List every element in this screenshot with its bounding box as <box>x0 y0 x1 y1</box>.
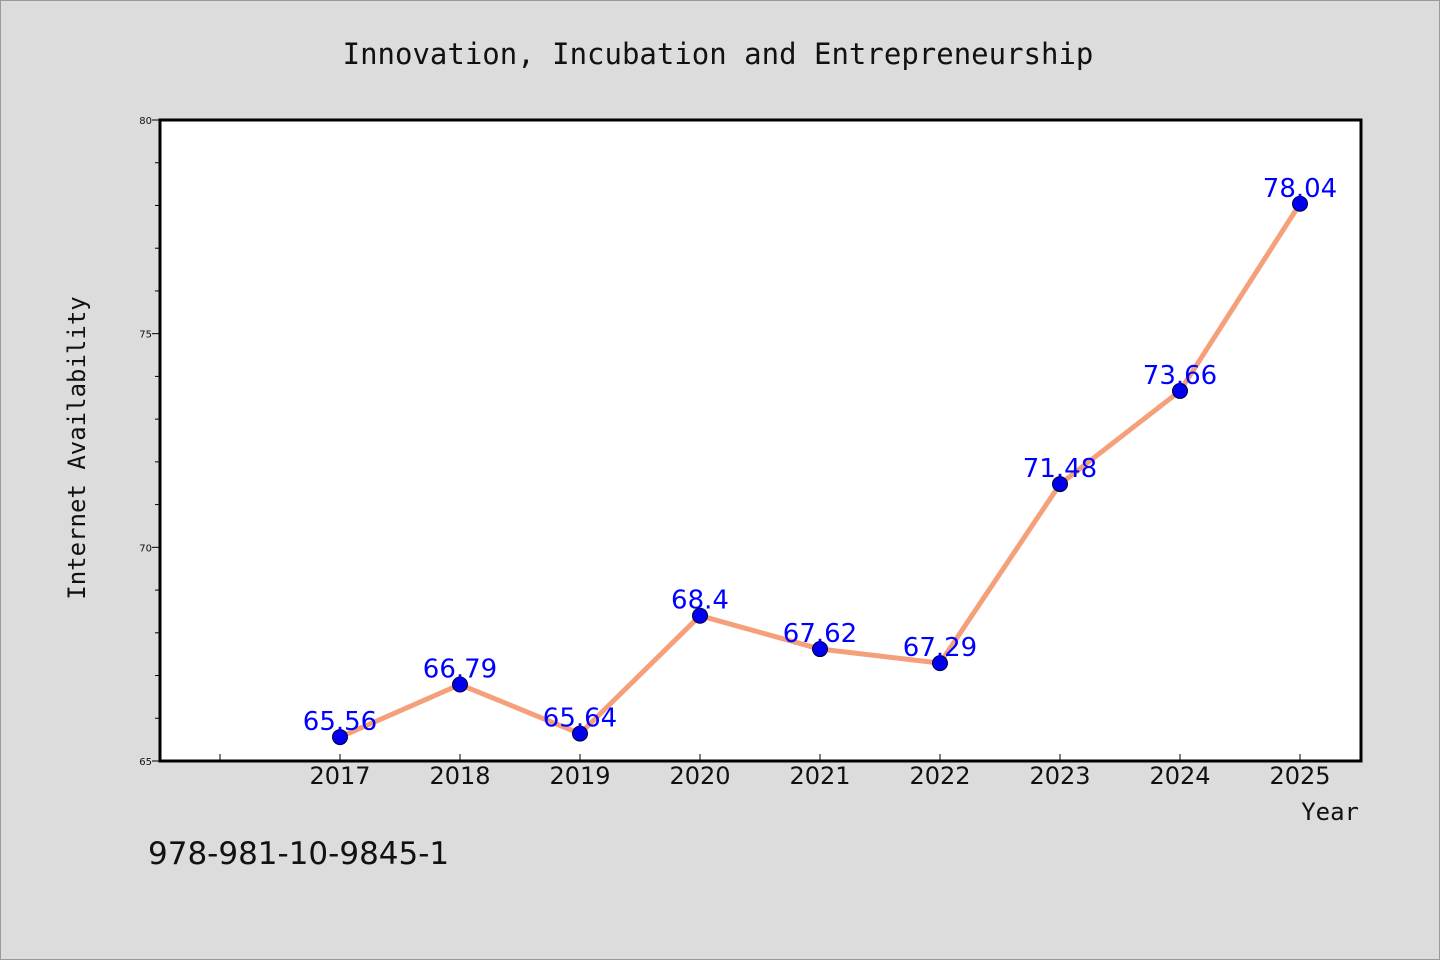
data-label: 68.4 <box>671 586 729 616</box>
y-tick-label: 75 <box>139 330 152 341</box>
plot-area <box>160 120 1361 761</box>
data-point <box>1172 382 1188 399</box>
data-label: 73.66 <box>1143 361 1217 391</box>
data-point <box>692 607 708 624</box>
plot-frame <box>158 118 1363 763</box>
data-point <box>932 655 948 672</box>
series-layer: 65.56 66.79 65.64 68.4 67.62 67.29 71.48 73.66 7… <box>303 174 1337 746</box>
x-tick-label: 2021 <box>789 762 850 790</box>
data-point <box>812 641 828 658</box>
data-label: 67.29 <box>903 633 977 663</box>
x-axis-label: Year <box>1301 798 1359 826</box>
y-axis-label: Internet Availability <box>63 296 91 599</box>
x-tick-label: 2023 <box>1029 762 1090 790</box>
chart-title: Innovation, Incubation and Entrepreneurs… <box>343 37 1094 71</box>
x-tick-label: 2018 <box>429 762 490 790</box>
data-point <box>452 676 468 693</box>
data-point <box>1052 476 1068 493</box>
data-label: 71.48 <box>1023 454 1097 484</box>
data-point <box>572 725 588 742</box>
footer-code: 978-981-10-9845-1 <box>148 836 449 872</box>
x-tick-label: 2019 <box>549 762 610 790</box>
x-tick-label: 2025 <box>1269 762 1330 790</box>
y-axis: 65 70 75 80 <box>139 116 160 768</box>
y-tick-label: 65 <box>139 757 152 768</box>
y-tick-label: 70 <box>139 543 152 554</box>
data-point <box>1292 195 1308 212</box>
data-point <box>332 729 348 746</box>
x-tick-label: 2017 <box>309 762 370 790</box>
x-tick-label: 2022 <box>909 762 970 790</box>
data-label: 67.62 <box>783 619 857 649</box>
data-label: 78.04 <box>1263 174 1337 204</box>
data-label: 65.64 <box>543 704 617 734</box>
x-axis: 2017 2018 2019 2020 2021 2022 2023 2024 2025 <box>219 754 1331 790</box>
x-tick-label: 2024 <box>1149 762 1210 790</box>
data-label: 66.79 <box>423 655 497 685</box>
data-label: 65.56 <box>303 707 377 737</box>
y-tick-label: 80 <box>139 116 152 127</box>
x-tick-label: 2020 <box>669 762 730 790</box>
